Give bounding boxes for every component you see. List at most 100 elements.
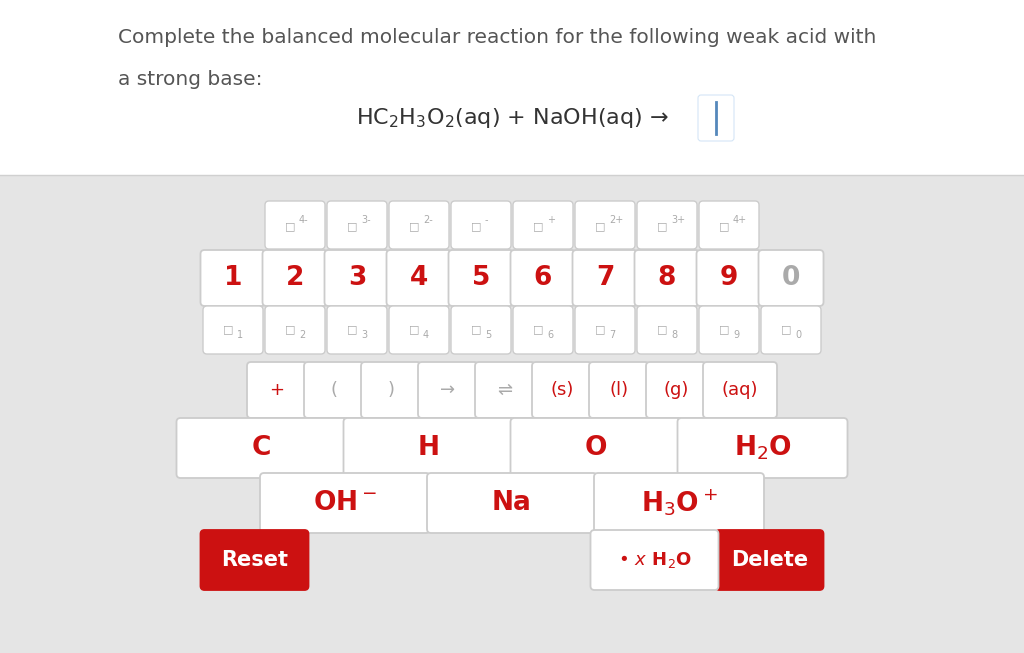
Text: ⇌: ⇌ (498, 381, 513, 399)
Text: (: ( (331, 381, 338, 399)
Text: 0: 0 (795, 330, 801, 340)
Text: 9: 9 (733, 330, 739, 340)
Text: 4-: 4- (299, 215, 308, 225)
FancyBboxPatch shape (513, 306, 573, 354)
Text: H$_2$O: H$_2$O (733, 434, 792, 462)
Text: Complete the balanced molecular reaction for the following weak acid with: Complete the balanced molecular reaction… (118, 28, 877, 47)
Text: 2-: 2- (423, 215, 433, 225)
Text: □: □ (409, 221, 419, 231)
Text: □: □ (285, 324, 295, 334)
FancyBboxPatch shape (591, 530, 719, 590)
FancyBboxPatch shape (343, 418, 513, 478)
Text: 9: 9 (720, 265, 738, 291)
Text: 0: 0 (781, 265, 800, 291)
Text: →: → (440, 381, 456, 399)
FancyBboxPatch shape (449, 250, 513, 306)
FancyBboxPatch shape (327, 201, 387, 249)
FancyBboxPatch shape (696, 250, 762, 306)
Text: H: H (418, 435, 439, 461)
FancyBboxPatch shape (716, 530, 823, 590)
Text: □: □ (780, 324, 792, 334)
Bar (0, 175, 1024, 653)
Text: 8: 8 (671, 330, 677, 340)
Text: 7: 7 (609, 330, 615, 340)
FancyBboxPatch shape (386, 250, 452, 306)
FancyBboxPatch shape (418, 362, 478, 418)
FancyBboxPatch shape (247, 362, 307, 418)
Bar (0, 0, 1024, 175)
Text: 6: 6 (534, 265, 552, 291)
FancyBboxPatch shape (637, 201, 697, 249)
Text: 8: 8 (657, 265, 676, 291)
FancyBboxPatch shape (325, 250, 389, 306)
Text: -: - (485, 215, 488, 225)
Text: 1: 1 (237, 330, 243, 340)
FancyBboxPatch shape (699, 201, 759, 249)
Text: □: □ (656, 221, 668, 231)
Text: (s): (s) (550, 381, 573, 399)
Text: 1: 1 (224, 265, 243, 291)
FancyBboxPatch shape (201, 530, 308, 590)
Text: 3-: 3- (361, 215, 371, 225)
Text: (g): (g) (664, 381, 689, 399)
Text: 7: 7 (596, 265, 614, 291)
Text: □: □ (409, 324, 419, 334)
Text: 5: 5 (472, 265, 490, 291)
Text: □: □ (471, 324, 481, 334)
Text: □: □ (471, 221, 481, 231)
Text: O: O (585, 435, 607, 461)
Text: □: □ (595, 221, 605, 231)
FancyBboxPatch shape (646, 362, 706, 418)
Text: Delete: Delete (731, 550, 808, 570)
FancyBboxPatch shape (451, 306, 511, 354)
Text: 2: 2 (286, 265, 304, 291)
Text: □: □ (656, 324, 668, 334)
Text: +: + (547, 215, 555, 225)
Text: OH$^-$: OH$^-$ (313, 490, 377, 516)
FancyBboxPatch shape (475, 362, 535, 418)
FancyBboxPatch shape (532, 362, 592, 418)
FancyBboxPatch shape (589, 362, 649, 418)
FancyBboxPatch shape (575, 201, 635, 249)
FancyBboxPatch shape (451, 201, 511, 249)
FancyBboxPatch shape (575, 306, 635, 354)
FancyBboxPatch shape (361, 362, 421, 418)
Text: □: □ (532, 221, 544, 231)
FancyBboxPatch shape (327, 306, 387, 354)
Text: 3: 3 (361, 330, 368, 340)
Text: H$_3$O$^+$: H$_3$O$^+$ (641, 488, 718, 518)
FancyBboxPatch shape (513, 201, 573, 249)
Text: □: □ (285, 221, 295, 231)
Text: $\mathregular{HC_2H_3O_2}$(aq) + NaOH(aq) →: $\mathregular{HC_2H_3O_2}$(aq) + NaOH(aq… (355, 106, 669, 130)
FancyBboxPatch shape (511, 250, 575, 306)
Text: 4+: 4+ (733, 215, 748, 225)
Text: • $x$ H$_2$O: • $x$ H$_2$O (617, 550, 691, 570)
Text: 5: 5 (485, 330, 492, 340)
Text: +: + (269, 381, 285, 399)
FancyBboxPatch shape (265, 201, 325, 249)
Text: □: □ (719, 324, 729, 334)
FancyBboxPatch shape (511, 418, 681, 478)
Text: (aq): (aq) (722, 381, 758, 399)
Text: □: □ (347, 324, 357, 334)
FancyBboxPatch shape (201, 250, 265, 306)
Text: (l): (l) (609, 381, 629, 399)
FancyBboxPatch shape (389, 306, 449, 354)
Text: □: □ (532, 324, 544, 334)
Text: Na: Na (493, 490, 531, 516)
FancyBboxPatch shape (203, 306, 263, 354)
Text: 6: 6 (547, 330, 553, 340)
FancyBboxPatch shape (262, 250, 328, 306)
FancyBboxPatch shape (389, 201, 449, 249)
FancyBboxPatch shape (572, 250, 638, 306)
Text: 4: 4 (423, 330, 429, 340)
Text: Reset: Reset (221, 550, 288, 570)
Text: □: □ (719, 221, 729, 231)
Text: C: C (252, 435, 271, 461)
FancyBboxPatch shape (635, 250, 699, 306)
FancyBboxPatch shape (594, 473, 764, 533)
Text: a strong base:: a strong base: (118, 70, 262, 89)
Text: 4: 4 (410, 265, 428, 291)
Text: 2: 2 (299, 330, 305, 340)
Text: □: □ (347, 221, 357, 231)
